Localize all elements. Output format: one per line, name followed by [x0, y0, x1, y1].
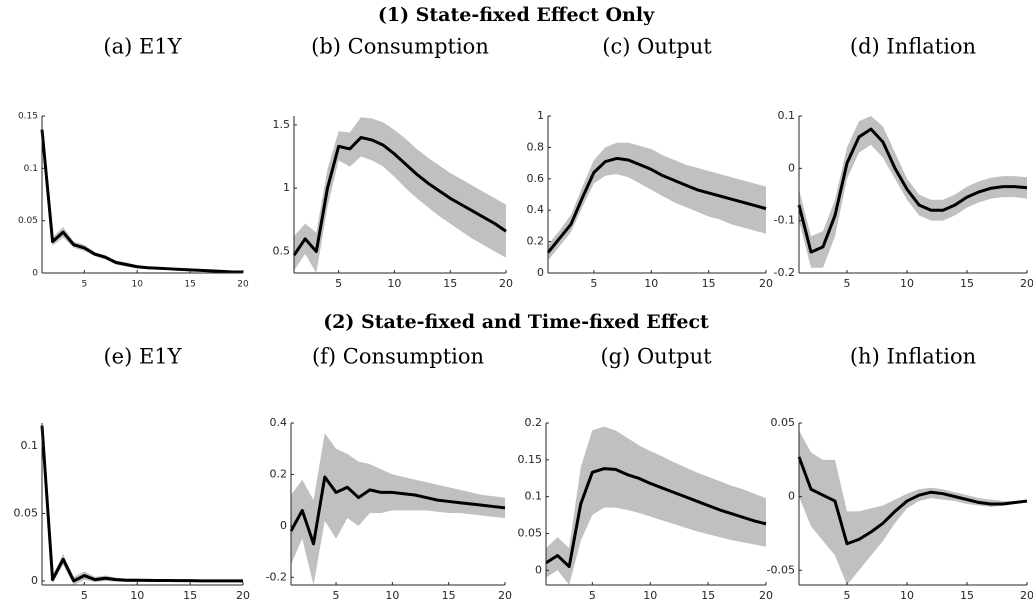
y-tick-label: 0: [788, 161, 795, 174]
x-tick-label: 15: [183, 589, 197, 602]
x-tick-label: 15: [960, 589, 974, 602]
x-tick-label: 5: [590, 277, 597, 290]
y-tick-label: 0: [32, 269, 38, 279]
y-tick-label: 0.05: [18, 216, 38, 226]
x-tick-label: 5: [81, 589, 88, 602]
y-tick-label: 0.2: [527, 235, 545, 248]
panel-title: (h) Inflation: [850, 345, 976, 369]
y-tick-label: 0.6: [527, 172, 545, 185]
response-line: [40, 129, 243, 274]
x-tick-label: 10: [643, 589, 657, 602]
y-tick-label: 0: [31, 574, 38, 587]
y-tick-label: 0.1: [525, 490, 543, 503]
panel-title: (g) Output: [600, 345, 712, 369]
x-tick-label: 15: [960, 277, 974, 290]
x-tick-label: 10: [130, 589, 144, 602]
y-tick-label: 0.4: [527, 203, 545, 216]
x-tick-label: 10: [387, 277, 401, 290]
y-tick-label: 0: [788, 490, 795, 503]
y-tick-label: 0.05: [518, 526, 543, 539]
x-tick-label: 5: [81, 280, 87, 290]
x-tick-label: 20: [499, 277, 513, 290]
panel-title: (e) E1Y: [103, 345, 182, 369]
x-tick-label: 10: [900, 589, 914, 602]
y-tick-label: 1.5: [273, 118, 291, 131]
confidence-band: [294, 117, 506, 273]
x-tick-label: 15: [702, 277, 716, 290]
y-tick-label: -0.2: [774, 266, 795, 279]
y-tick-label: 1: [283, 181, 290, 194]
x-tick-label: 10: [385, 589, 399, 602]
confidence-band: [42, 126, 243, 273]
x-tick-label: 10: [131, 280, 143, 290]
y-tick-label: 0: [535, 563, 542, 576]
response-line: [797, 127, 1028, 254]
panel-title: (d) Inflation: [850, 35, 976, 59]
y-tick-label: 0.8: [527, 140, 545, 153]
y-tick-label: -0.2: [266, 570, 287, 583]
x-tick-label: 20: [759, 277, 773, 290]
response-line: [289, 475, 506, 546]
x-tick-label: 5: [333, 589, 340, 602]
x-tick-label: 15: [443, 277, 457, 290]
panel-title: (c) Output: [602, 35, 712, 59]
y-tick-label: 0.4: [270, 416, 288, 429]
panel-title: (a) E1Y: [103, 35, 182, 59]
panel-title: (b) Consumption: [311, 35, 489, 59]
y-tick-label: 1: [537, 109, 544, 122]
x-tick-label: 15: [184, 280, 195, 290]
panel-title: (f) Consumption: [312, 345, 484, 369]
x-tick-label: 20: [1020, 589, 1033, 602]
x-tick-label: 10: [900, 277, 914, 290]
x-tick-label: 20: [237, 280, 249, 290]
confidence-band: [799, 430, 1027, 585]
x-tick-label: 15: [442, 589, 456, 602]
y-tick-label: 0: [537, 266, 544, 279]
y-tick-label: 0.15: [518, 453, 543, 466]
y-tick-label: 0.1: [21, 439, 39, 452]
y-tick-label: 0.15: [18, 112, 38, 122]
x-tick-label: 20: [498, 589, 512, 602]
response-line: [797, 456, 1028, 546]
x-tick-label: 20: [759, 589, 773, 602]
x-tick-label: 5: [589, 589, 596, 602]
y-tick-label: 0.05: [14, 506, 39, 519]
section-heading: (2) State-fixed and Time-fixed Effect: [323, 311, 709, 333]
y-tick-label: -0.1: [774, 214, 795, 227]
response-line: [545, 467, 767, 569]
x-tick-label: 10: [644, 277, 658, 290]
response-line: [40, 425, 243, 583]
y-tick-label: 0.1: [24, 164, 38, 174]
x-tick-label: 5: [844, 589, 851, 602]
x-tick-label: 5: [335, 277, 342, 290]
response-line: [546, 156, 767, 254]
confidence-band: [548, 142, 766, 261]
x-tick-label: 5: [844, 277, 851, 290]
section-heading: (1) State-fixed Effect Only: [378, 4, 655, 26]
x-tick-label: 15: [701, 589, 715, 602]
y-tick-label: 0.2: [525, 416, 543, 429]
confidence-band: [42, 421, 243, 585]
y-tick-label: 0: [280, 519, 287, 532]
x-tick-label: 20: [236, 589, 250, 602]
confidence-band: [546, 426, 766, 585]
x-tick-label: 20: [1020, 277, 1033, 290]
y-tick-label: 0.05: [771, 416, 796, 429]
confidence-band: [291, 433, 505, 585]
y-tick-label: 0.2: [270, 467, 288, 480]
confidence-band: [799, 116, 1027, 268]
y-tick-label: 0.1: [778, 109, 796, 122]
y-tick-label: -0.05: [767, 563, 795, 576]
y-tick-label: 0.5: [273, 244, 291, 257]
response-line: [292, 136, 507, 257]
